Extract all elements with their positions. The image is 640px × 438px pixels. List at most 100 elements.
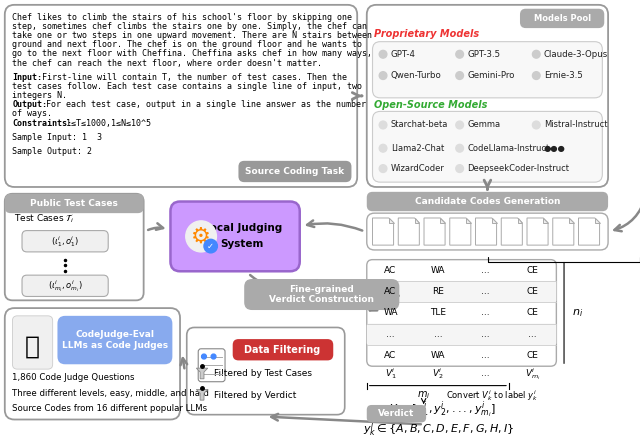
Text: Candidate Codes Generation: Candidate Codes Generation <box>415 197 560 206</box>
Polygon shape <box>501 218 522 245</box>
Text: Source Coding Task: Source Coding Task <box>245 167 344 176</box>
Text: of ways.: of ways. <box>12 110 52 118</box>
Polygon shape <box>450 218 471 245</box>
Polygon shape <box>543 218 548 223</box>
Text: GPT-3.5: GPT-3.5 <box>467 50 500 59</box>
FancyBboxPatch shape <box>367 260 556 366</box>
Text: $(\iota_1^i, o_1^i)$: $(\iota_1^i, o_1^i)$ <box>51 234 79 249</box>
Text: Public Test Cases: Public Test Cases <box>30 199 118 208</box>
Text: ...: ... <box>433 330 442 339</box>
FancyBboxPatch shape <box>367 213 608 250</box>
FancyBboxPatch shape <box>233 339 333 360</box>
Polygon shape <box>553 218 574 245</box>
Polygon shape <box>196 368 208 379</box>
Text: </>: </> <box>506 231 518 242</box>
Text: Filtered by Verdict: Filtered by Verdict <box>214 391 296 400</box>
FancyBboxPatch shape <box>367 281 556 302</box>
Polygon shape <box>196 389 208 400</box>
Circle shape <box>456 165 463 173</box>
Text: Gemini-Pro: Gemini-Pro <box>467 71 515 80</box>
Text: For each test case, output in a single line answer as the number: For each test case, output in a single l… <box>40 100 365 109</box>
Text: Mistral-Instruct: Mistral-Instruct <box>544 120 607 130</box>
Text: Verdict: Verdict <box>378 409 415 418</box>
Text: step, sometimes chef climbs the stairs one by one. Simply, the chef can: step, sometimes chef climbs the stairs o… <box>12 22 367 31</box>
Circle shape <box>456 50 463 58</box>
FancyBboxPatch shape <box>372 111 602 182</box>
Text: </>: </> <box>531 231 544 242</box>
Text: CodeJudge-Eval
LLMs as Code Judges: CodeJudge-Eval LLMs as Code Judges <box>62 330 168 350</box>
Text: CE: CE <box>527 351 539 360</box>
Text: $n_i$: $n_i$ <box>572 307 583 319</box>
Circle shape <box>380 145 387 152</box>
Text: ground and next floor. The chef is on the ground floor and he wants to: ground and next floor. The chef is on th… <box>12 40 362 49</box>
Circle shape <box>380 50 387 58</box>
Circle shape <box>211 354 216 359</box>
Circle shape <box>532 50 540 58</box>
Text: </>: </> <box>480 231 492 242</box>
Text: System: System <box>221 239 264 249</box>
FancyBboxPatch shape <box>4 308 180 420</box>
Text: Sample Output: 2: Sample Output: 2 <box>12 147 92 156</box>
Circle shape <box>380 165 387 173</box>
Text: ...: ... <box>481 308 490 318</box>
Text: RE: RE <box>432 287 444 296</box>
Polygon shape <box>372 218 394 245</box>
Polygon shape <box>398 218 419 245</box>
FancyBboxPatch shape <box>367 324 556 345</box>
Text: $m_i$: $m_i$ <box>417 389 430 401</box>
Polygon shape <box>492 218 497 223</box>
FancyBboxPatch shape <box>367 5 608 187</box>
Text: CodeLlama-Instruct: CodeLlama-Instruct <box>467 144 550 153</box>
Text: Local Judging: Local Judging <box>203 223 282 233</box>
Polygon shape <box>569 218 574 223</box>
Text: $Y_i = [y_1^i, y_2^i, ..., y_{m_i}^i]$: $Y_i = [y_1^i, y_2^i, ..., y_{m_i}^i]$ <box>389 399 496 420</box>
Text: AC: AC <box>385 351 397 360</box>
Text: Gemma: Gemma <box>467 120 500 130</box>
FancyBboxPatch shape <box>4 194 143 300</box>
Text: Qwen-Turbo: Qwen-Turbo <box>390 71 442 80</box>
FancyBboxPatch shape <box>520 9 604 28</box>
Polygon shape <box>424 218 445 245</box>
Text: ...: ... <box>481 351 490 360</box>
FancyBboxPatch shape <box>58 316 172 364</box>
Polygon shape <box>415 218 419 223</box>
FancyBboxPatch shape <box>367 192 608 211</box>
Text: WA: WA <box>383 308 397 318</box>
Text: Test Cases $\mathcal{T}_i$: Test Cases $\mathcal{T}_i$ <box>14 213 75 225</box>
Text: take one or two steps in one upward movement. There are N stairs between: take one or two steps in one upward move… <box>12 31 372 40</box>
Text: Llama2-Chat: Llama2-Chat <box>390 144 444 153</box>
Circle shape <box>380 121 387 129</box>
Text: ...: ... <box>386 330 395 339</box>
Circle shape <box>456 145 463 152</box>
Text: ⚙: ⚙ <box>191 226 211 247</box>
Polygon shape <box>518 218 522 223</box>
Text: First-line will contain T, the number of test cases. Then the: First-line will contain T, the number of… <box>36 73 347 81</box>
Circle shape <box>456 121 463 129</box>
Text: 1≤T≤1000,1≤N≤10^5: 1≤T≤1000,1≤N≤10^5 <box>61 119 150 128</box>
Polygon shape <box>579 218 600 245</box>
Text: Constraints:: Constraints: <box>12 119 72 128</box>
Text: go to the next floor with Cheffina. Cheffina asks chef in how many ways,: go to the next floor with Cheffina. Chef… <box>12 49 372 58</box>
Text: CE: CE <box>527 266 539 275</box>
Polygon shape <box>595 218 600 223</box>
Text: Starchat-beta: Starchat-beta <box>390 120 448 130</box>
Circle shape <box>202 354 206 359</box>
Text: Data Filtering: Data Filtering <box>244 345 321 355</box>
FancyBboxPatch shape <box>198 349 225 382</box>
FancyBboxPatch shape <box>244 279 399 310</box>
Circle shape <box>456 72 463 79</box>
Text: Convert $V_k^i$ to label $y_k^i$: Convert $V_k^i$ to label $y_k^i$ <box>447 388 539 403</box>
Text: Open-Source Models: Open-Source Models <box>374 99 488 110</box>
Text: Source Codes from 16 different popular LLMs: Source Codes from 16 different popular L… <box>12 404 207 413</box>
Text: GPT-4: GPT-4 <box>390 50 416 59</box>
FancyBboxPatch shape <box>367 405 426 422</box>
Text: ●●●: ●●● <box>544 144 566 153</box>
Text: Models Pool: Models Pool <box>534 14 591 23</box>
FancyBboxPatch shape <box>4 194 143 213</box>
Text: AC: AC <box>385 287 397 296</box>
Text: 1,860 Code Judge Questions: 1,860 Code Judge Questions <box>12 373 135 382</box>
Text: WA: WA <box>431 266 445 275</box>
Text: Filtered by Test Cases: Filtered by Test Cases <box>214 370 312 378</box>
FancyBboxPatch shape <box>372 42 602 98</box>
Text: test cases follow. Each test case contains a single line of input, two: test cases follow. Each test case contai… <box>12 82 362 91</box>
